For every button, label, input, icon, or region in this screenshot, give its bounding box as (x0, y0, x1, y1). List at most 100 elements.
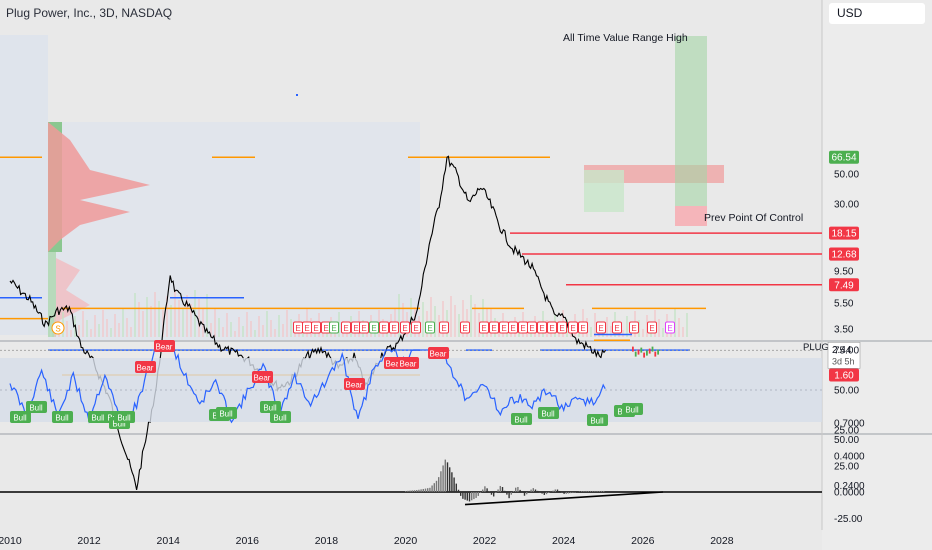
earnings-marker[interactable] (508, 321, 518, 334)
earnings-marker-label: E (549, 324, 554, 333)
price-axis-tick: 30.00 (834, 199, 859, 210)
volume-bar (398, 294, 400, 337)
volume-bar (210, 323, 212, 337)
signal-label: Bull (91, 414, 105, 423)
oscillator-bar (523, 492, 526, 496)
volume-bar (150, 306, 152, 337)
volume-bar (270, 320, 272, 337)
oscillator-bar (493, 492, 495, 497)
volume-bar (470, 295, 472, 337)
earnings-marker-label: E (559, 324, 564, 333)
poc-annotation: Prev Point Of Control (704, 212, 803, 224)
signal-label: Bull (219, 410, 233, 419)
earnings-marker[interactable] (479, 321, 489, 334)
earnings-marker-label: E (323, 324, 328, 333)
earnings-marker-label: E (295, 324, 300, 333)
earnings-marker-label: E (491, 324, 496, 333)
oscillator-bar (486, 488, 488, 492)
oscillator-bar (543, 492, 545, 495)
signal-label: Bear (430, 350, 447, 359)
oscillator-bar (545, 492, 548, 495)
volume-bar (170, 305, 172, 337)
earnings-marker[interactable] (359, 321, 369, 334)
time-axis-tick: 2028 (710, 535, 734, 547)
earnings-marker[interactable] (647, 321, 657, 334)
earnings-marker[interactable] (369, 321, 379, 334)
volume-bar (258, 316, 260, 337)
volume-bar (250, 321, 252, 337)
earnings-marker[interactable] (568, 321, 578, 334)
earnings-marker[interactable] (411, 321, 421, 334)
signal-label: Bear (137, 364, 154, 373)
value-area-left (0, 35, 48, 335)
earnings-marker-label: E (427, 324, 432, 333)
oscillator-bar (413, 490, 416, 492)
oscillator-bar (405, 490, 407, 492)
volume-bar (218, 318, 220, 337)
oscillator-axis-tick: -25.00 (834, 514, 863, 525)
earnings-marker[interactable] (439, 321, 449, 334)
earnings-marker[interactable] (379, 321, 389, 334)
earnings-marker[interactable] (425, 321, 435, 334)
volume-bar (430, 297, 432, 337)
earnings-marker[interactable] (341, 321, 351, 334)
oscillator-bar (506, 492, 508, 495)
earnings-marker[interactable] (527, 321, 537, 334)
target-profit-zone (675, 36, 707, 206)
volume-bar (610, 326, 612, 337)
earnings-marker-label: E (501, 324, 506, 333)
earnings-marker-label: E (580, 324, 585, 333)
volume-bar (326, 331, 328, 337)
rsi-line (9, 349, 606, 425)
oscillator-bar (548, 492, 550, 493)
volume-bar (278, 315, 280, 337)
oscillator-axis-tick: 50.00 (834, 435, 859, 446)
volume-bar (78, 325, 80, 337)
bull-signal (114, 411, 135, 423)
volume-bar (158, 301, 160, 337)
earnings-marker[interactable] (578, 321, 588, 334)
oscillator-bar (457, 489, 460, 492)
signal-label: Bear (156, 343, 173, 352)
bear-signal (398, 357, 419, 369)
oscillator-bar (482, 489, 484, 492)
earnings-marker-label: E (539, 324, 544, 333)
earnings-marker[interactable] (596, 321, 606, 334)
currency-selector[interactable]: USD (829, 3, 925, 24)
oscillator-bar (460, 492, 462, 496)
volume-bar (114, 314, 116, 337)
earnings-marker[interactable] (537, 321, 547, 334)
earnings-marker-label: E (529, 324, 534, 333)
dividend-marker-label: S (55, 325, 60, 334)
oscillator-bar (462, 492, 464, 499)
oscillator-bar (427, 488, 429, 492)
time-axis-tick: 2024 (552, 535, 576, 547)
earnings-marker[interactable] (547, 321, 557, 334)
oscillator-bar (444, 459, 446, 492)
oscillator-bar (440, 471, 442, 492)
earnings-marker[interactable] (329, 321, 339, 334)
earnings-marker-label: E (649, 324, 654, 333)
signal-label: Bear (346, 381, 363, 390)
oscillator-bar (477, 492, 479, 496)
earnings-marker[interactable] (612, 321, 622, 334)
volume-bar (222, 327, 224, 337)
earnings-marker[interactable] (389, 321, 399, 334)
oscillator-bar (468, 492, 471, 502)
signal-label: Bull (541, 410, 555, 419)
oscillator-bar (530, 489, 532, 492)
oscillator-bar (592, 490, 594, 492)
earnings-marker[interactable] (400, 321, 410, 334)
earnings-marker[interactable] (629, 321, 639, 334)
earnings-marker[interactable] (665, 321, 675, 334)
earnings-marker[interactable] (557, 321, 567, 334)
dividend-marker[interactable] (51, 321, 65, 335)
volume-bar (106, 319, 108, 337)
signal-label: Bear (400, 360, 417, 369)
earnings-marker[interactable] (489, 321, 499, 334)
ticker-countdown: 3d 5h (832, 356, 855, 366)
earnings-marker[interactable] (460, 321, 470, 334)
recent-candle (640, 347, 643, 353)
volume-profile-red (48, 122, 150, 252)
earnings-marker[interactable] (311, 321, 321, 334)
